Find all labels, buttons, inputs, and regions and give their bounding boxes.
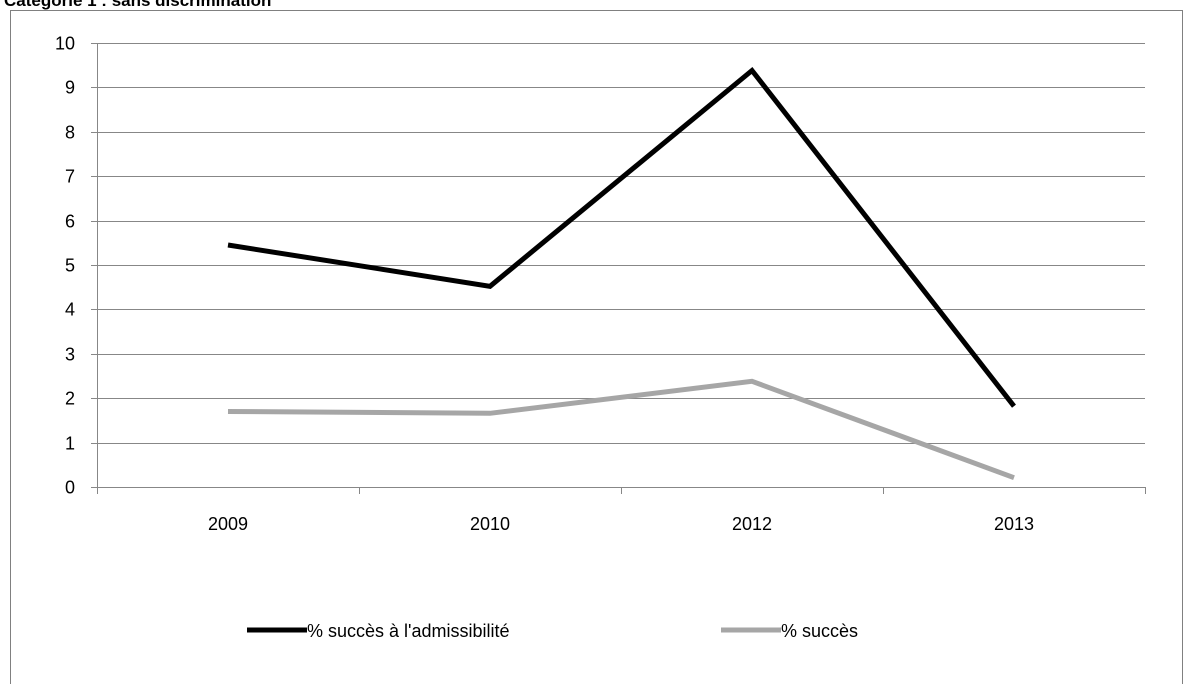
y-tick-label: 5 — [65, 256, 75, 276]
y-tick-label: 8 — [65, 123, 75, 143]
y-tick-label: 4 — [65, 300, 75, 320]
legend-label: % succès — [781, 621, 858, 641]
x-tick-label: 2013 — [994, 514, 1034, 534]
y-tick-label: 7 — [65, 167, 75, 187]
y-tick-label: 0 — [65, 478, 75, 498]
chart-title: Catégorie 1 : sans discrimination — [4, 0, 272, 10]
chart-frame — [10, 10, 1183, 684]
x-axis-ticks: 2009 2010 2012 2013 — [97, 487, 1146, 534]
y-tick-label: 9 — [65, 78, 75, 98]
y-tick-label: 2 — [65, 389, 75, 409]
series-lines — [227, 66, 1016, 481]
series-line — [227, 66, 1016, 408]
legend: % succès à l'admissibilité % succès — [247, 621, 858, 641]
x-tick-label: 2010 — [470, 514, 510, 534]
y-tick-label: 1 — [65, 434, 75, 454]
series-line — [227, 378, 1015, 481]
y-tick-label: 6 — [65, 212, 75, 232]
x-tick-label: 2012 — [732, 514, 772, 534]
x-tick-label: 2009 — [208, 514, 248, 534]
legend-label: % succès à l'admissibilité — [307, 621, 510, 641]
y-tick-label: 3 — [65, 345, 75, 365]
y-axis-ticks: 0 1 2 3 4 5 6 7 8 9 10 — [55, 34, 97, 498]
gridlines — [97, 43, 1145, 444]
y-tick-label: 10 — [55, 34, 75, 54]
